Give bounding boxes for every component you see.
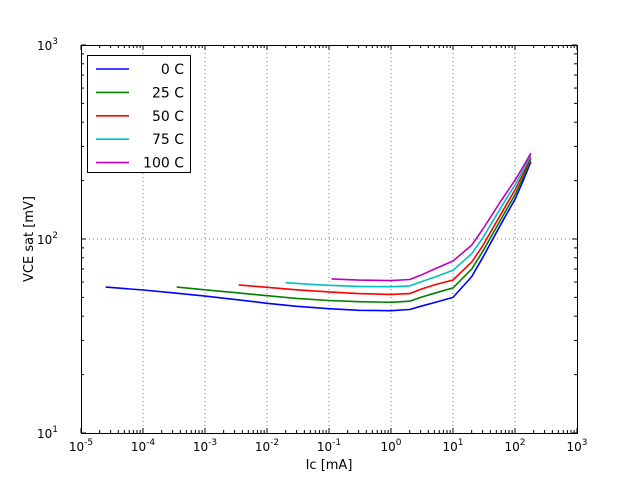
x-tick-label: 10-1 [317, 438, 341, 454]
y-tick-label: 102 [37, 231, 58, 247]
legend-entry: 0 C [96, 62, 184, 78]
curve-25-c [176, 158, 532, 304]
legend-label: 50 C [152, 109, 184, 125]
legend: 0 C 25 C 50 C 75 C 100 C [87, 55, 191, 173]
legend-label: 100 C [143, 156, 184, 172]
plot-border [81, 45, 578, 434]
legend-label: 0 C [161, 62, 184, 78]
x-axis-label: Ic [mA] [306, 458, 353, 473]
y-tick-label: 103 [37, 37, 58, 53]
curve-100-c [331, 152, 532, 282]
x-tick-label: 10-2 [255, 438, 279, 454]
x-tick-label: 102 [504, 438, 525, 454]
legend-entry: 100 C [96, 156, 184, 172]
x-tick-label: 10-4 [131, 438, 156, 454]
y-axis-label: VCE sat [mV] [22, 196, 37, 282]
curve-50-c [238, 156, 532, 296]
legend-box [87, 55, 191, 173]
curve-75-c [285, 154, 532, 288]
legend-entry: 50 C [96, 109, 184, 125]
legend-label: 75 C [152, 132, 184, 148]
legend-entry: 75 C [96, 132, 184, 148]
x-tick-label: 103 [566, 438, 587, 454]
x-tick-label: 101 [442, 438, 463, 454]
x-tick-label: 100 [380, 438, 401, 454]
curves [105, 152, 532, 312]
curve-0-c [105, 161, 532, 312]
legend-label: 25 C [152, 85, 184, 101]
tick-labels: 10-5 10-4 10-3 10-2 10-1 100 101 102 103 101 102 10… [37, 37, 588, 454]
y-tick-label: 101 [37, 425, 58, 441]
legend-entry: 25 C [96, 85, 184, 101]
x-tick-label: 10-5 [69, 438, 93, 454]
x-tick-label: 10-3 [193, 438, 217, 454]
